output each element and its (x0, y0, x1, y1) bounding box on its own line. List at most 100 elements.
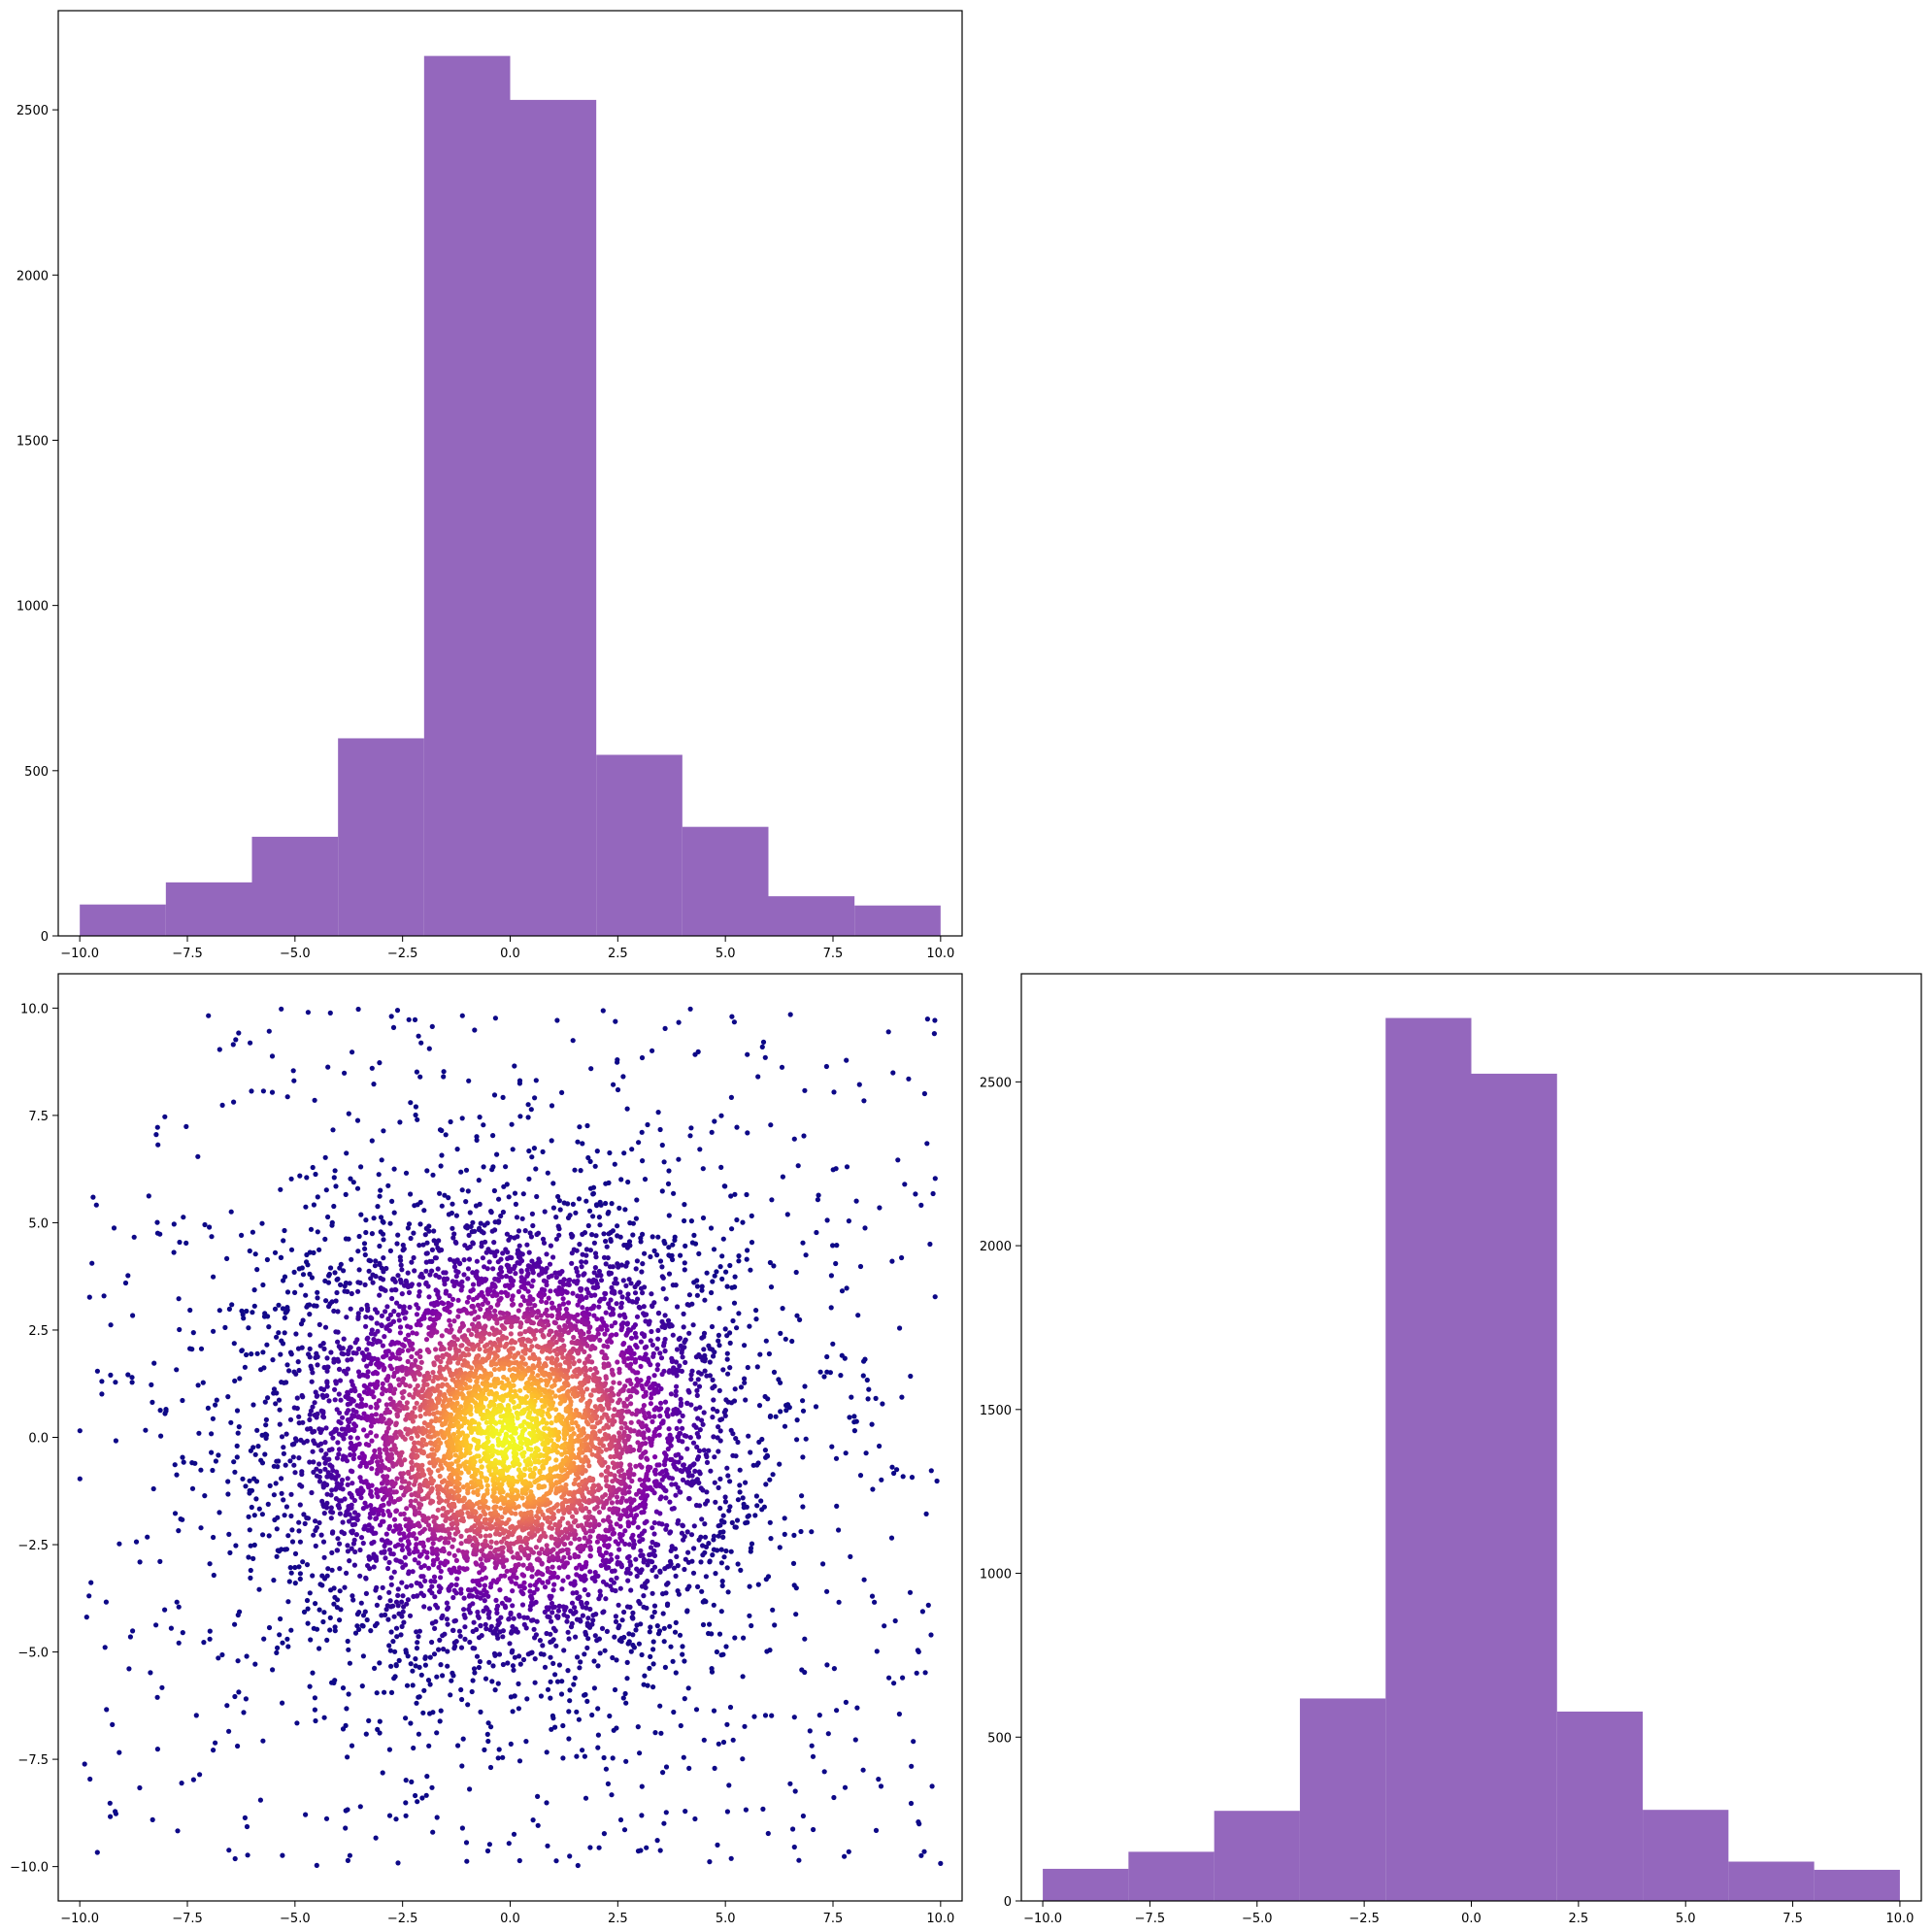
scatter-point (873, 1395, 879, 1401)
scatter-point (401, 1343, 407, 1349)
scatter-point (490, 1578, 496, 1583)
scatter-point (377, 1292, 383, 1298)
scatter-point (108, 1322, 114, 1328)
scatter-point (316, 1607, 322, 1613)
scatter-point (180, 1397, 185, 1404)
scatter-point (828, 1273, 835, 1279)
scatter-point (614, 1657, 619, 1663)
scatter-point (324, 1383, 330, 1389)
scatter-point (324, 1393, 330, 1399)
scatter-point (670, 1412, 676, 1417)
scatter-point (608, 1583, 614, 1589)
scatter-point (344, 1570, 350, 1576)
scatter-point (615, 1359, 620, 1365)
scatter-point (522, 1228, 528, 1234)
scatter-point (544, 1251, 550, 1257)
scatter-point (494, 1610, 500, 1616)
scatter-point (260, 1532, 266, 1538)
scatter-point (632, 1359, 639, 1365)
scatter-point (189, 1485, 196, 1491)
scatter-point (332, 1270, 338, 1276)
scatter-point (336, 1451, 342, 1457)
scatter-point (673, 1492, 679, 1498)
scatter-point (692, 1051, 698, 1057)
scatter-point (530, 1278, 536, 1283)
scatter-point (615, 1559, 621, 1566)
scatter-point (821, 1769, 827, 1775)
scatter-point (603, 1549, 610, 1555)
scatter-point (394, 1241, 400, 1247)
scatter-point (248, 1567, 253, 1574)
scatter-point (539, 1298, 545, 1304)
scatter-point (857, 1473, 864, 1479)
scatter-point (483, 1676, 489, 1682)
scatter-point (251, 1287, 257, 1293)
scatter-point (503, 1319, 510, 1325)
scatter-point (346, 1647, 351, 1652)
scatter-point (735, 1497, 742, 1503)
scatter-point (660, 1285, 666, 1292)
scatter-point (685, 1549, 691, 1555)
scatter-point (409, 1779, 415, 1784)
scatter-point (658, 1400, 664, 1406)
scatter-point (237, 1609, 243, 1615)
scatter-point (601, 1364, 607, 1370)
scatter-point (382, 1689, 387, 1695)
scatter-point (734, 1517, 741, 1523)
scatter-point (665, 1436, 671, 1442)
scatter-point (307, 1683, 313, 1689)
scatter-point (490, 1133, 496, 1139)
scatter-point (228, 1209, 234, 1215)
scatter-point (315, 1393, 320, 1399)
scatter-point (698, 1485, 704, 1491)
scatter-point (732, 1635, 738, 1641)
scatter-point (650, 1303, 655, 1310)
scatter-point (436, 1583, 442, 1589)
scatter-point (766, 1350, 773, 1357)
y-tick-label: 2500 (17, 104, 49, 118)
scatter-point (348, 1435, 353, 1441)
scatter-point (329, 1464, 335, 1470)
scatter-point (568, 1608, 574, 1614)
scatter-point (412, 1268, 417, 1274)
scatter-point (195, 1382, 201, 1388)
scatter-point (513, 1271, 518, 1277)
scatter-point (764, 1649, 770, 1654)
scatter-point (340, 1415, 346, 1420)
scatter-point (379, 1458, 384, 1464)
scatter-point (749, 1622, 754, 1629)
scatter-point (216, 1452, 221, 1458)
scatter-point (324, 1491, 330, 1497)
scatter-point (307, 1590, 313, 1596)
scatter-point (461, 1272, 467, 1278)
scatter-point (294, 1406, 300, 1412)
scatter-point (386, 1559, 392, 1565)
scatter-point (226, 1531, 232, 1537)
scatter-point (718, 1113, 724, 1118)
scatter-point (783, 1336, 788, 1342)
scatter-point (534, 1586, 540, 1592)
scatter-point (863, 1450, 869, 1456)
scatter-point (490, 1266, 496, 1272)
scatter-point (621, 1508, 627, 1514)
scatter-point (417, 1322, 423, 1328)
scatter-point (481, 1230, 486, 1236)
scatter-point (596, 1533, 602, 1539)
scatter-point (369, 1341, 376, 1347)
scatter-point (585, 1592, 591, 1598)
scatter-point (579, 1259, 584, 1265)
scatter-point (603, 1766, 610, 1772)
scatter-point (494, 1603, 501, 1609)
scatter-point (249, 1487, 255, 1493)
scatter-point (581, 1272, 586, 1278)
scatter-point (666, 1426, 672, 1432)
scatter-point (448, 1256, 453, 1262)
scatter-point (338, 1282, 344, 1287)
scatter-point (889, 1258, 895, 1264)
scatter-point (345, 1638, 350, 1645)
scatter-point (283, 1462, 288, 1468)
scatter-point (560, 1282, 567, 1287)
scatter-point (669, 1544, 675, 1549)
scatter-point (616, 1381, 622, 1386)
scatter-point (796, 1857, 802, 1863)
